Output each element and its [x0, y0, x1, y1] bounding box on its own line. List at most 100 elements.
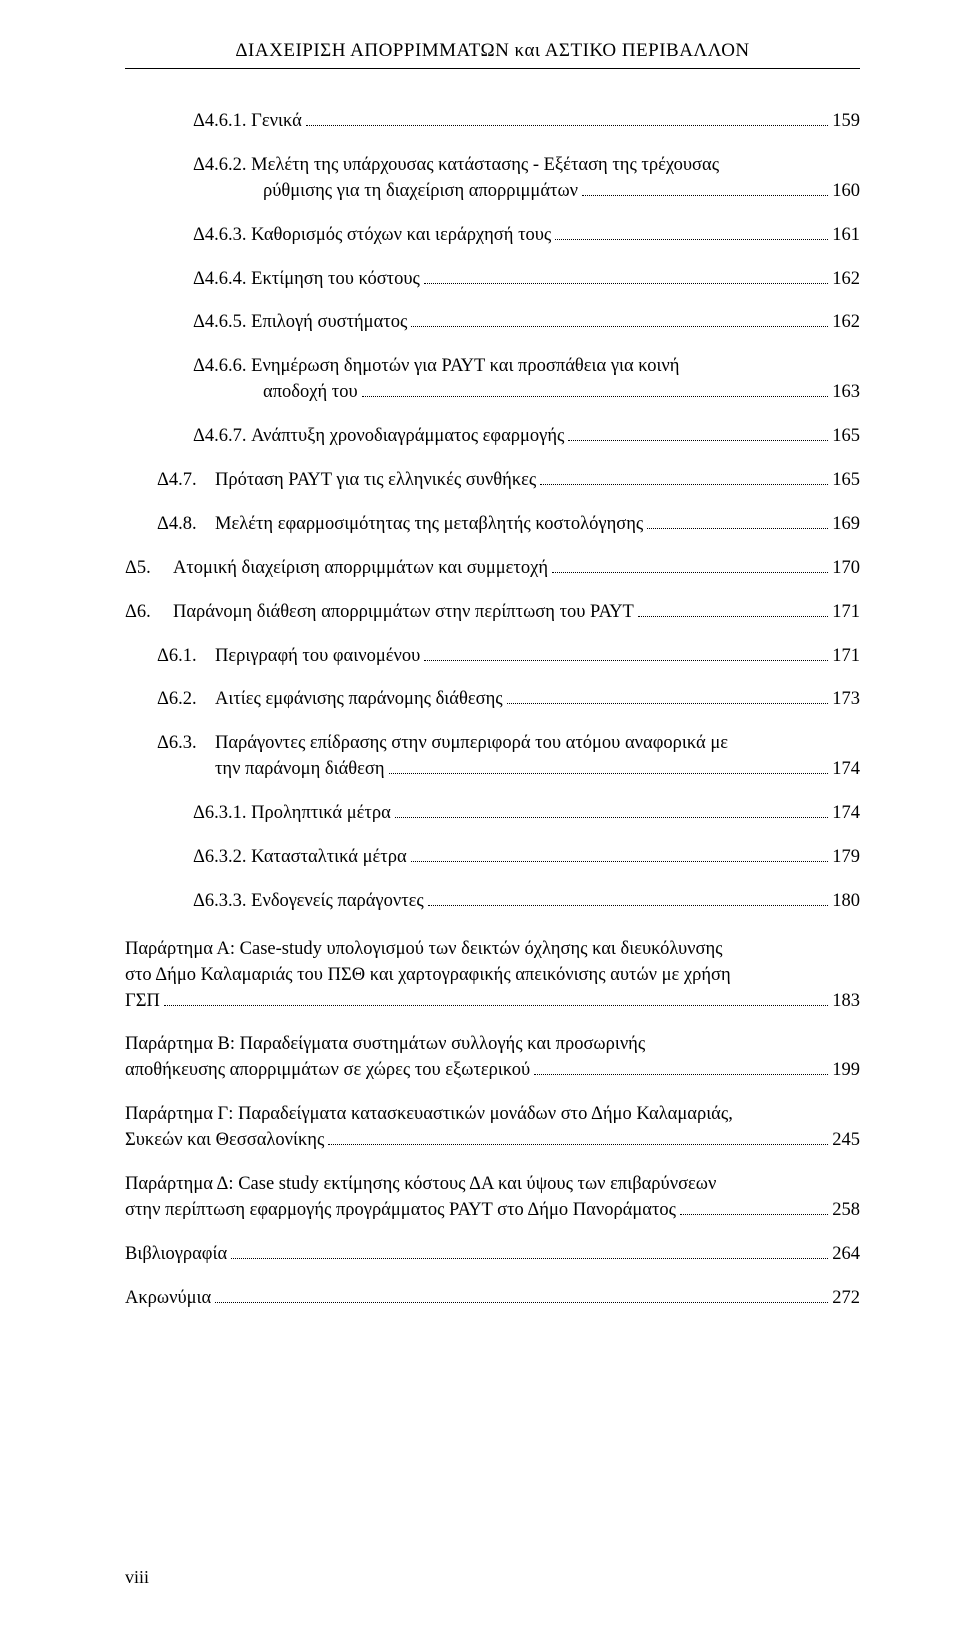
appendix-line: Παράρτημα Δ: Case study εκτίμησης κόστου…	[125, 1172, 860, 1198]
toc-title: Πρόταση ΡΑΥΤ για τις ελληνικές συνθήκες	[215, 468, 536, 494]
toc-entry: Δ6. Παράνομη διάθεση απορριμμάτων στην π…	[125, 600, 860, 626]
appendix-title: Ακρωνύμια	[125, 1286, 211, 1312]
toc-page: 258	[832, 1198, 860, 1224]
appendix-line: ΓΣΠ	[125, 989, 160, 1015]
toc-page: 179	[832, 845, 860, 871]
toc-title: Καθορισμός στόχων και ιεράρχησή τους	[251, 223, 551, 249]
toc-title-line2: αποδοχή του	[263, 380, 358, 406]
toc-entry: Δ4.8. Μελέτη εφαρμοσιμότητας της μεταβλη…	[125, 512, 860, 538]
toc-title-line1: Μελέτη της υπάρχουσας κατάστασης - Εξέτα…	[251, 153, 719, 179]
toc-page: 180	[832, 889, 860, 915]
leader-dots	[306, 125, 828, 126]
toc-number: Δ5.	[125, 556, 173, 582]
toc-page: 245	[832, 1128, 860, 1154]
toc-number: Δ4.6.3.	[193, 223, 251, 249]
toc-title-line1: Ενημέρωση δημοτών για ΡΑΥΤ και προσπάθει…	[251, 354, 679, 380]
appendix-line: Παράρτημα Α: Case-study υπολογισμού των …	[125, 937, 860, 963]
toc-title-line2: ρύθμισης για τη διαχείριση απορριμμάτων	[263, 179, 578, 205]
toc-page: 173	[832, 687, 860, 713]
toc-entry: Δ4.6.6. Ενημέρωση δημοτών για ΡΑΥΤ και π…	[125, 354, 860, 406]
appendix-entry: Ακρωνύμια 272	[125, 1286, 860, 1312]
leader-dots	[568, 440, 828, 441]
toc-title: Ανάπτυξη χρονοδιαγράμματος εφαρμογής	[251, 424, 564, 450]
appendix-entry: Παράρτημα Δ: Case study εκτίμησης κόστου…	[125, 1172, 860, 1224]
appendix-line: Συκεών και Θεσσαλονίκης	[125, 1128, 324, 1154]
toc-page: 199	[832, 1058, 860, 1084]
appendix-line: στο Δήμο Καλαμαριάς του ΠΣΘ και χαρτογρα…	[125, 963, 860, 989]
toc-entry: Δ4.7. Πρόταση ΡΑΥΤ για τις ελληνικές συν…	[125, 468, 860, 494]
leader-dots	[647, 528, 828, 529]
toc-title: Γενικά	[251, 109, 302, 135]
toc-number: Δ6.3.3.	[193, 889, 251, 915]
toc-number: Δ4.6.1.	[193, 109, 251, 135]
leader-dots	[389, 773, 829, 774]
toc-page: 159	[832, 109, 860, 135]
table-of-contents: Δ4.6.1. Γενικά 159 Δ4.6.2. Μελέτη της υπ…	[125, 109, 860, 1312]
toc-number: Δ4.6.6.	[193, 354, 251, 380]
leader-dots	[534, 1074, 828, 1075]
toc-entry: Δ6.2. Αιτίες εμφάνισης παράνομης διάθεση…	[125, 687, 860, 713]
leader-dots	[552, 572, 828, 573]
appendix-line: Παράρτημα Γ: Παραδείγματα κατασκευαστικώ…	[125, 1102, 860, 1128]
toc-page: 160	[832, 179, 860, 205]
toc-number: Δ6.2.	[157, 687, 215, 713]
toc-entry: Δ4.6.2. Μελέτη της υπάρχουσας κατάστασης…	[125, 153, 860, 205]
toc-page: 162	[832, 267, 860, 293]
appendix-line: Παράρτημα Β: Παραδείγματα συστημάτων συλ…	[125, 1032, 860, 1058]
leader-dots	[582, 195, 828, 196]
toc-page: 165	[832, 424, 860, 450]
toc-number: Δ4.7.	[157, 468, 215, 494]
toc-entry: Δ4.6.5. Επιλογή συστήματος 162	[125, 310, 860, 336]
toc-entry: Δ6.3.3. Ενδογενείς παράγοντες 180	[125, 889, 860, 915]
toc-page: 174	[832, 801, 860, 827]
toc-title-line1: Παράγοντες επίδρασης στην συμπεριφορά το…	[215, 731, 728, 757]
toc-page: 264	[832, 1242, 860, 1268]
leader-dots	[362, 396, 829, 397]
leader-dots	[638, 616, 828, 617]
toc-page: 165	[832, 468, 860, 494]
leader-dots	[507, 703, 829, 704]
toc-number: Δ4.6.2.	[193, 153, 251, 179]
leader-dots	[424, 660, 828, 661]
appendix-entry: Παράρτημα Γ: Παραδείγματα κατασκευαστικώ…	[125, 1102, 860, 1154]
toc-number: Δ6.3.1.	[193, 801, 251, 827]
leader-dots	[328, 1144, 828, 1145]
leader-dots	[411, 326, 828, 327]
leader-dots	[231, 1258, 828, 1259]
appendix-line: αποθήκευσης απορριμμάτων σε χώρες του εξ…	[125, 1058, 530, 1084]
toc-title: Ατομική διαχείριση απορριμμάτων και συμμ…	[173, 556, 548, 582]
toc-page: 163	[832, 380, 860, 406]
toc-title: Μελέτη εφαρμοσιμότητας της μεταβλητής κο…	[215, 512, 643, 538]
toc-number: Δ4.6.4.	[193, 267, 251, 293]
toc-title: Αιτίες εμφάνισης παράνομης διάθεσης	[215, 687, 503, 713]
toc-number: Δ4.6.5.	[193, 310, 251, 336]
toc-entry: Δ6.1. Περιγραφή του φαινομένου 171	[125, 644, 860, 670]
toc-number: Δ4.8.	[157, 512, 215, 538]
toc-entry: Δ6.3.1. Προληπτικά μέτρα 174	[125, 801, 860, 827]
toc-title: Εκτίμηση του κόστους	[251, 267, 420, 293]
leader-dots	[215, 1302, 828, 1303]
leader-dots	[164, 1005, 828, 1006]
toc-page: 174	[832, 757, 860, 783]
toc-number: Δ6.	[125, 600, 173, 626]
toc-entry: Δ6.3.2. Κατασταλτικά μέτρα 179	[125, 845, 860, 871]
leader-dots	[411, 861, 829, 862]
toc-title: Ενδογενείς παράγοντες	[251, 889, 424, 915]
toc-page: 272	[832, 1286, 860, 1312]
toc-page: 183	[832, 989, 860, 1015]
appendix-line: στην περίπτωση εφαρμογής προγράμματος ΡΑ…	[125, 1198, 676, 1224]
toc-page: 162	[832, 310, 860, 336]
page-number-footer: viii	[125, 1567, 149, 1588]
toc-number: Δ6.3.	[157, 731, 215, 757]
leader-dots	[555, 239, 828, 240]
toc-title: Παράνομη διάθεση απορριμμάτων στην περίπ…	[173, 600, 634, 626]
toc-title: Κατασταλτικά μέτρα	[251, 845, 407, 871]
toc-entry: Δ4.6.7. Ανάπτυξη χρονοδιαγράμματος εφαρμ…	[125, 424, 860, 450]
toc-entry: Δ4.6.4. Εκτίμηση του κόστους 162	[125, 267, 860, 293]
toc-title: Προληπτικά μέτρα	[251, 801, 391, 827]
toc-entry: Δ4.6.1. Γενικά 159	[125, 109, 860, 135]
toc-title-line2: την παράνομη διάθεση	[215, 757, 385, 783]
toc-entry: Δ4.6.3. Καθορισμός στόχων και ιεράρχησή …	[125, 223, 860, 249]
toc-number: Δ4.6.7.	[193, 424, 251, 450]
toc-entry: Δ6.3. Παράγοντες επίδρασης στην συμπεριφ…	[125, 731, 860, 783]
